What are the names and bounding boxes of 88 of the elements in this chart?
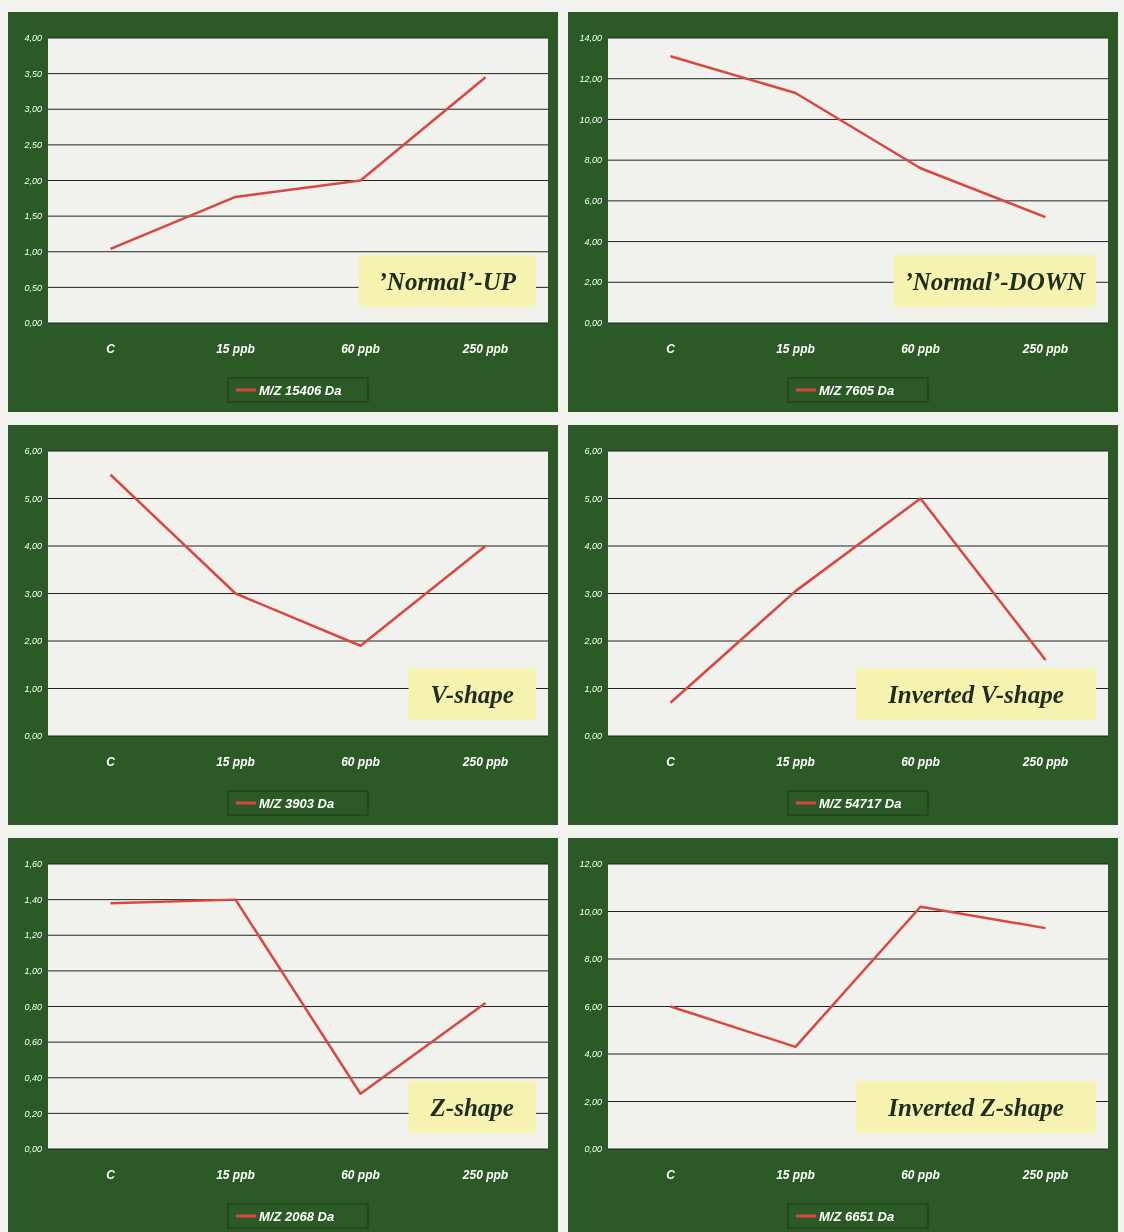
x-tick-label: 250 ppb [1021, 342, 1069, 356]
y-tick-label: 4,00 [584, 1049, 602, 1060]
y-tick-label: 0,50 [24, 282, 42, 293]
line-series [669, 55, 1047, 219]
x-tick-label: 250 ppb [461, 342, 509, 356]
y-tick-label: 1,00 [24, 246, 42, 257]
y-tick-label: 12,00 [579, 859, 602, 870]
y-tick-label: 5,00 [24, 493, 42, 504]
x-tick-label: C [666, 1168, 676, 1182]
y-tick-label: 1,00 [584, 683, 602, 694]
x-tick-label: 250 ppb [461, 755, 509, 769]
x-tick-label: C [106, 1168, 116, 1182]
annotation: ’Normal’-UP [378, 267, 517, 295]
line-series [109, 898, 487, 1096]
legend-label: M/Z 2068 Da [259, 1208, 335, 1224]
annotation: ’Normal’-DOWN [904, 267, 1086, 295]
y-tick-label: 0,20 [24, 1108, 42, 1119]
line-series [669, 905, 1047, 1049]
x-tick-label: C [106, 342, 116, 356]
y-tick-label: 3,00 [24, 588, 42, 599]
x-tick-label: 15 ppb [216, 342, 255, 356]
y-tick-label: 2,50 [23, 140, 42, 151]
legend-label: M/Z 54717 Da [819, 795, 902, 811]
y-tick-label: 1,40 [24, 894, 42, 905]
x-tick-label: 15 ppb [776, 342, 815, 356]
y-tick-label: 6,00 [24, 446, 42, 457]
y-tick-label: 6,00 [584, 446, 602, 457]
legend-label: M/Z 3903 Da [259, 795, 335, 811]
annotation: Z-shape [429, 1093, 514, 1121]
y-tick-label: 4,00 [24, 541, 42, 552]
x-tick-label: 60 ppb [901, 342, 940, 356]
y-tick-label: 3,50 [24, 68, 42, 79]
x-tick-label: 60 ppb [901, 755, 940, 769]
y-tick-label: 4,00 [584, 541, 602, 552]
x-tick-label: C [666, 755, 676, 769]
y-tick-label: 1,00 [24, 683, 42, 694]
y-tick-label: 0,80 [24, 1001, 42, 1012]
y-tick-label: 0,00 [584, 318, 602, 329]
legend-label: M/Z 6651 Da [819, 1208, 895, 1224]
y-tick-label: 3,00 [24, 104, 42, 115]
y-tick-label: 1,20 [24, 930, 42, 941]
x-tick-label: 250 ppb [1021, 755, 1069, 769]
legend-label: M/Z 7605 Da [819, 382, 895, 398]
y-tick-label: 2,00 [23, 175, 42, 186]
x-tick-label: 250 ppb [461, 1168, 509, 1182]
x-tick-label: 250 ppb [1021, 1168, 1069, 1182]
y-tick-label: 2,00 [23, 636, 42, 647]
x-tick-label: 15 ppb [776, 755, 815, 769]
annotation: Inverted Z-shape [887, 1093, 1064, 1121]
y-tick-label: 10,00 [579, 114, 602, 125]
y-tick-label: 6,00 [584, 1001, 602, 1012]
y-tick-label: 0,40 [24, 1072, 42, 1083]
x-tick-label: 60 ppb [901, 1168, 940, 1182]
x-tick-label: 60 ppb [341, 342, 380, 356]
x-tick-label: 15 ppb [216, 755, 255, 769]
y-tick-label: 2,00 [583, 636, 602, 647]
line-series [109, 75, 487, 251]
x-tick-label: 60 ppb [341, 1168, 380, 1182]
y-tick-label: 8,00 [584, 155, 602, 166]
annotation: V-shape [430, 680, 514, 708]
annotation: Inverted V-shape [887, 680, 1064, 708]
y-tick-label: 12,00 [579, 73, 602, 84]
y-tick-label: 0,00 [584, 1144, 602, 1155]
y-tick-label: 4,00 [24, 33, 42, 44]
y-tick-label: 5,00 [584, 493, 602, 504]
y-tick-label: 8,00 [584, 954, 602, 965]
y-tick-label: 14,00 [579, 33, 602, 44]
y-tick-label: 0,00 [24, 731, 42, 742]
y-tick-label: 1,60 [24, 859, 42, 870]
y-tick-label: 3,00 [584, 588, 602, 599]
x-tick-label: 60 ppb [341, 755, 380, 769]
y-tick-label: 1,00 [24, 966, 42, 977]
line-series [109, 473, 487, 647]
y-tick-label: 6,00 [584, 196, 602, 207]
x-tick-label: 15 ppb [216, 1168, 255, 1182]
y-tick-label: 10,00 [579, 906, 602, 917]
y-tick-label: 2,00 [583, 1096, 602, 1107]
y-tick-label: 1,50 [24, 211, 42, 222]
y-tick-label: 2,00 [583, 277, 602, 288]
y-tick-label: 4,00 [584, 236, 602, 247]
legend-label: M/Z 15406 Da [259, 382, 342, 398]
y-tick-label: 0,00 [24, 1144, 42, 1155]
x-tick-label: C [106, 755, 116, 769]
y-tick-label: 0,00 [584, 731, 602, 742]
y-tick-label: 0,00 [24, 318, 42, 329]
x-tick-label: 15 ppb [776, 1168, 815, 1182]
x-tick-label: C [666, 342, 676, 356]
y-tick-label: 0,60 [24, 1037, 42, 1048]
